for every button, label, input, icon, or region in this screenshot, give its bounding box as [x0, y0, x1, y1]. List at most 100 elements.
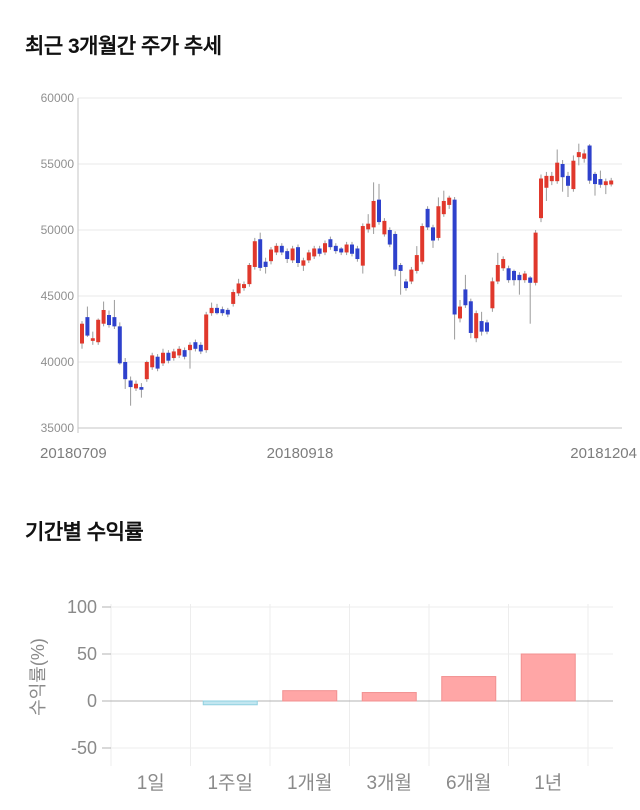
candle-body [474, 313, 479, 339]
candle-body [242, 284, 246, 289]
x-axis-label: 1년 [534, 772, 562, 794]
y-tick-label: 40000 [41, 355, 75, 369]
y-tick-label: 55000 [41, 157, 75, 171]
candle-body [177, 348, 182, 356]
candle-body [371, 200, 376, 228]
candle-body [290, 248, 295, 261]
x-axis-label: 1주일 [207, 772, 253, 794]
candle-body [247, 264, 252, 285]
candle-body [587, 145, 592, 181]
candle-body [485, 322, 489, 332]
y-tick-label: -50 [71, 738, 97, 758]
candle-body [431, 227, 435, 241]
candle-body [301, 260, 306, 266]
candle-body [458, 306, 462, 319]
price-candlestick-chart: 60000 55000 50000 45000 40000 35000 20180709 20… [40, 91, 637, 462]
candle-body [258, 239, 263, 268]
x-axis-label: 20180918 [267, 445, 334, 462]
candle-body [117, 326, 122, 364]
candle-body [382, 220, 387, 235]
candle-body [506, 268, 511, 281]
returns-chart-title: 기간별 수익률 [25, 521, 144, 544]
candle-body [333, 245, 338, 252]
candle-body [603, 181, 608, 186]
period-returns-bar-chart: 100 50 0 -50 수익률(%) 1일 1주일 1개월 3개월 6개월 1년 [28, 597, 613, 794]
candle-body [209, 307, 214, 314]
candle-body [80, 323, 84, 344]
candle-body [85, 317, 90, 336]
y-tick-label: 45000 [41, 289, 75, 303]
candle-body [204, 314, 209, 351]
candle-body [528, 277, 533, 283]
candle-body [101, 309, 106, 324]
y-tick-label: 35000 [41, 421, 75, 435]
bar [520, 653, 576, 702]
candle-body [344, 244, 349, 253]
candle-body [252, 241, 257, 267]
candle-body [128, 380, 133, 388]
candle-body [350, 244, 354, 254]
candle-body [495, 264, 500, 282]
candle-body [436, 206, 441, 238]
candle-body [231, 292, 236, 304]
candle-body [134, 383, 138, 389]
candle-body [598, 179, 603, 185]
candle-body [533, 232, 538, 283]
candle-body [123, 362, 128, 380]
candle-body [144, 362, 149, 380]
x-axis-label: 1개월 [287, 772, 333, 794]
candle-body [571, 160, 576, 190]
candle-body [609, 180, 614, 185]
candle-body [312, 248, 317, 257]
candle-body [269, 249, 273, 262]
candle-body [377, 199, 381, 223]
candle-body [182, 350, 187, 357]
candle-body [339, 248, 344, 253]
candle-body [355, 248, 360, 260]
candle-body [576, 152, 581, 158]
candle-body [566, 175, 570, 186]
candle-body [549, 175, 554, 182]
candle-body [544, 175, 549, 188]
candle-body [517, 274, 522, 281]
candle-body [560, 164, 565, 178]
candle-body [323, 243, 327, 253]
candle-body [393, 233, 398, 270]
candle-body [398, 264, 403, 271]
candle-body [296, 247, 300, 263]
candle-body [96, 319, 101, 343]
candle-body [112, 317, 117, 327]
candle-body [306, 252, 311, 261]
bar [441, 676, 497, 702]
candle-body [452, 199, 457, 315]
x-axis-label: 20181204 [570, 445, 637, 462]
candle-body [501, 259, 506, 269]
y-tick-label: 50 [77, 644, 97, 664]
candle-body [107, 315, 111, 326]
candle-body [404, 281, 408, 289]
candle-body [285, 251, 290, 260]
candle-body [236, 283, 241, 294]
candle-body [166, 352, 171, 361]
candle-body [539, 178, 543, 219]
candle-body [193, 342, 198, 349]
candle-body [215, 307, 219, 314]
candle-body [317, 248, 322, 254]
candle-body [171, 351, 176, 359]
candle-body [360, 226, 365, 266]
y-axis-title: 수익률(%) [28, 638, 48, 716]
candle-body [425, 208, 430, 228]
candle-body [328, 239, 333, 248]
candle-body [479, 321, 484, 332]
x-axis-label: 1일 [137, 772, 165, 794]
candle-body [441, 200, 446, 215]
bar [202, 700, 258, 706]
candle-body [490, 281, 495, 309]
candle-body [463, 289, 468, 306]
candle-body [420, 226, 425, 262]
y-tick-label: 50000 [41, 223, 75, 237]
candle-body [387, 230, 392, 245]
candle-body [220, 309, 225, 314]
candle-body [366, 223, 371, 230]
candle-body [555, 162, 560, 182]
